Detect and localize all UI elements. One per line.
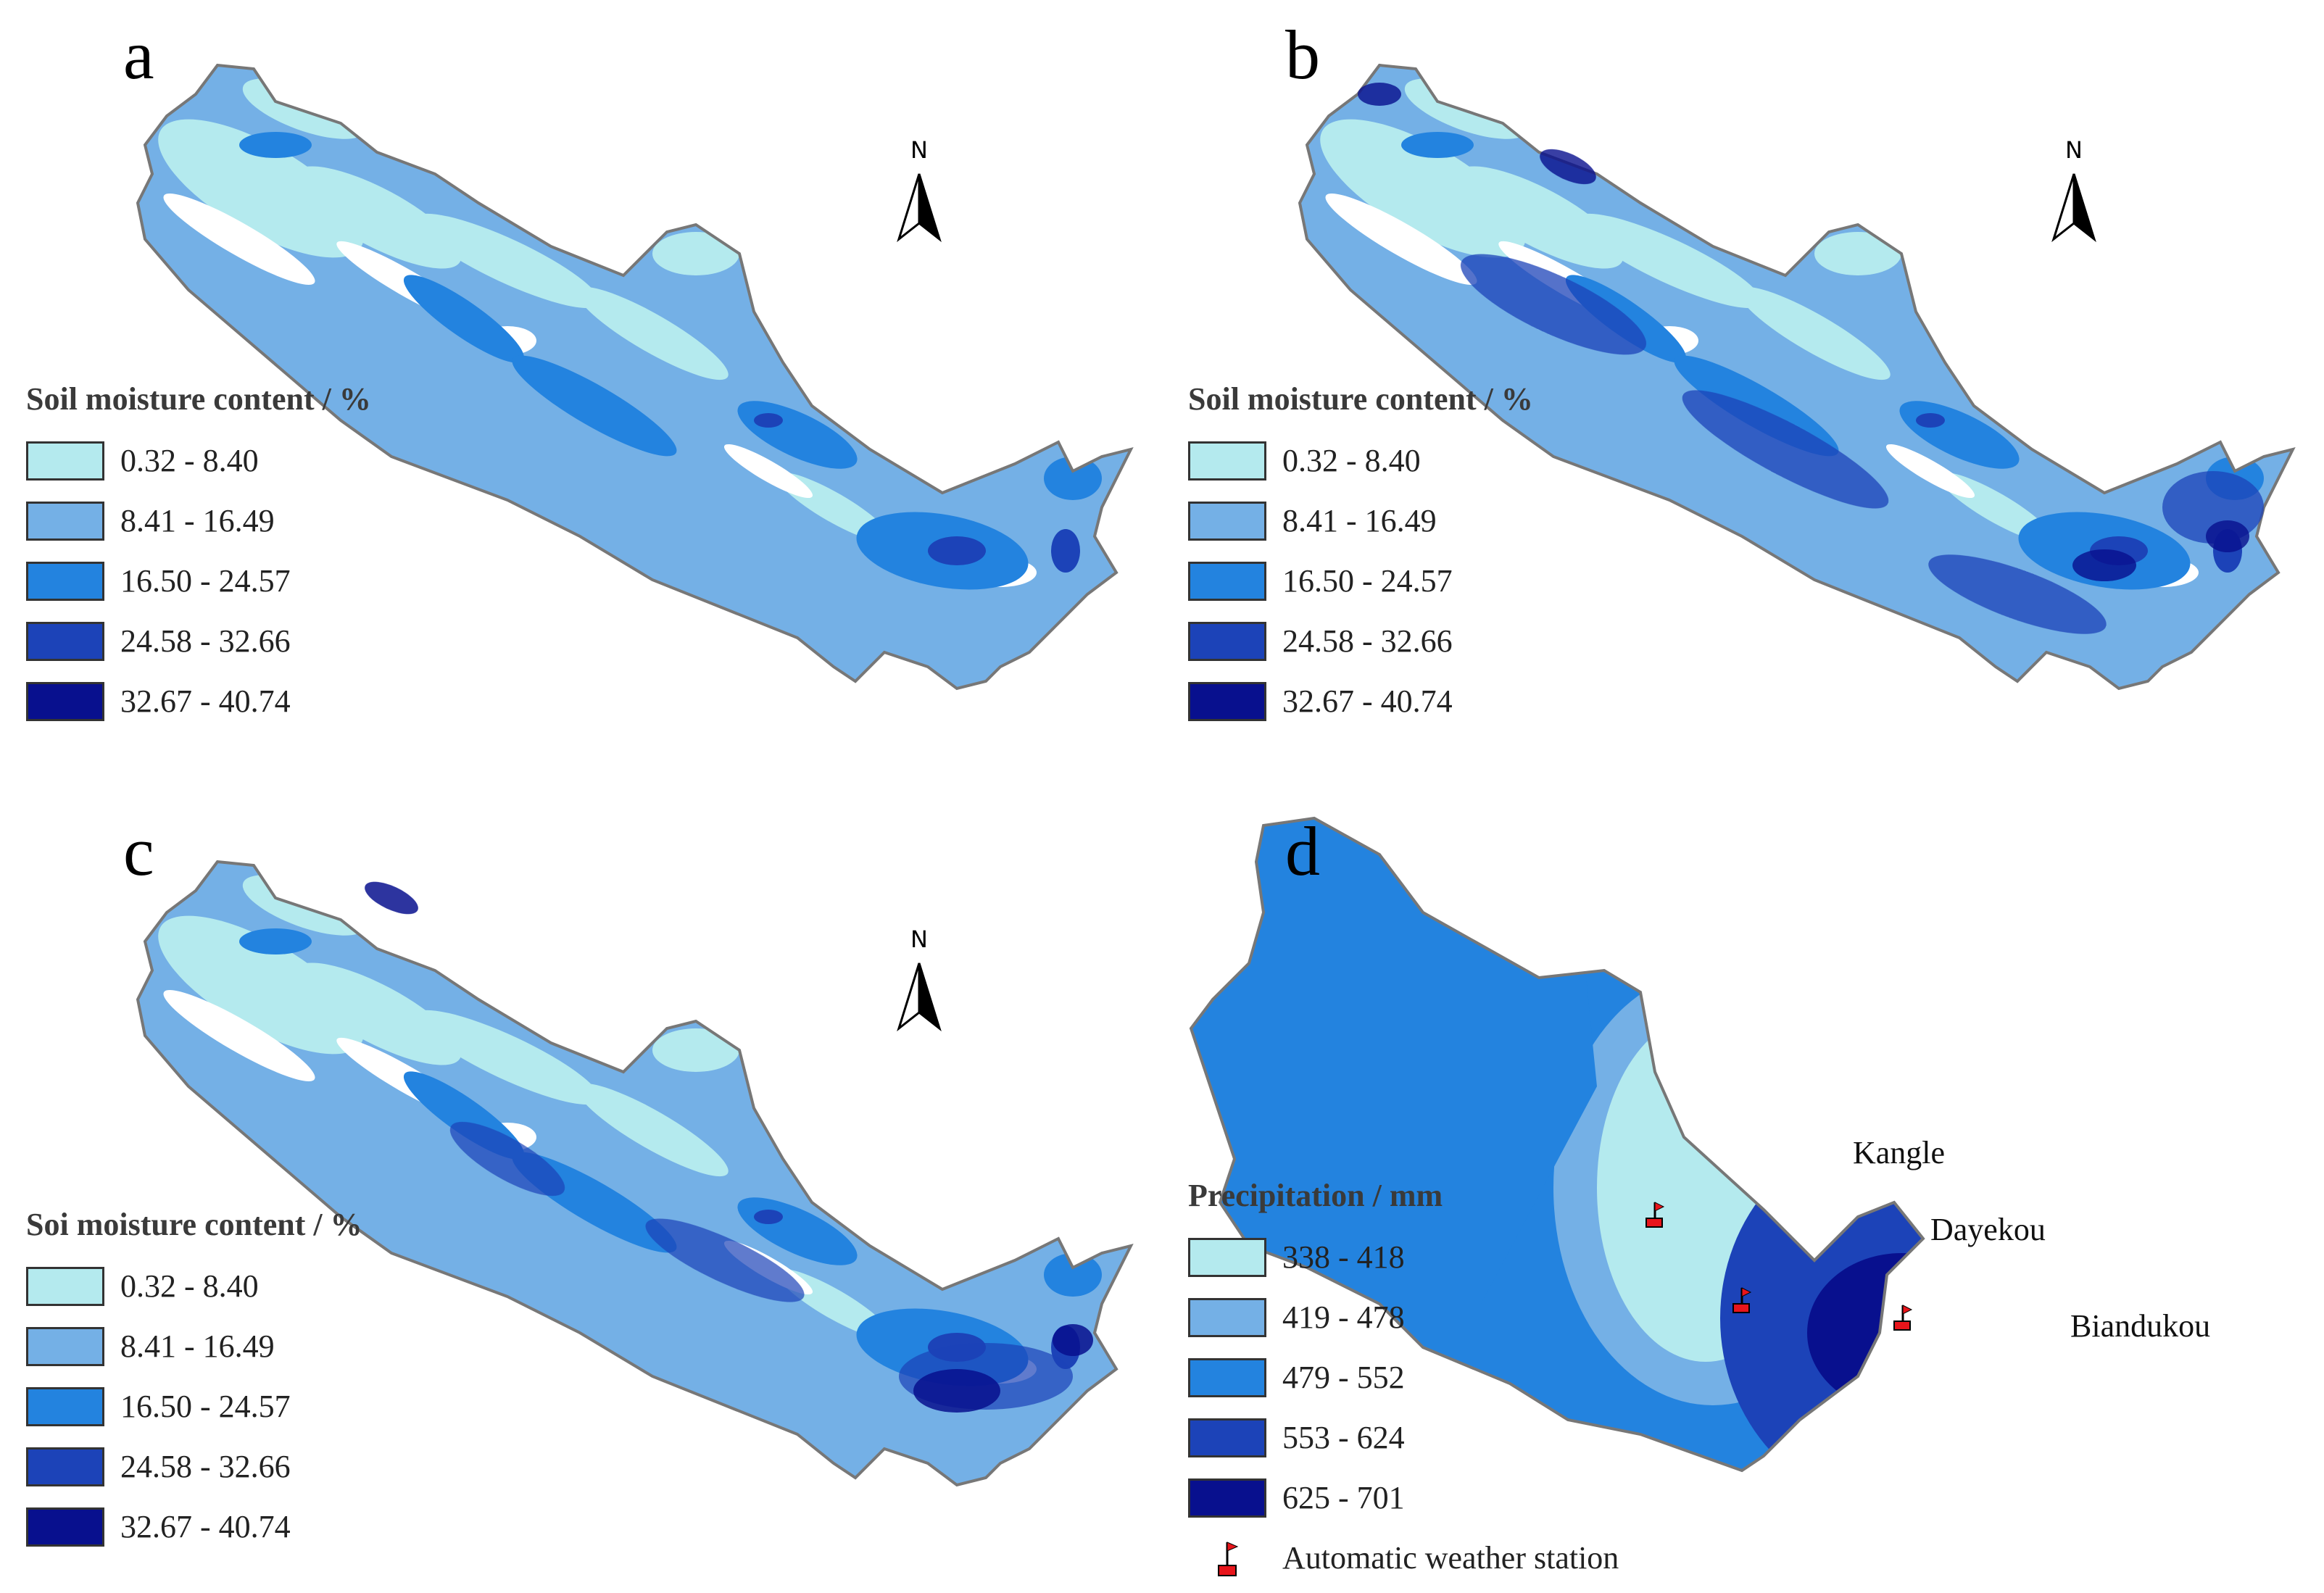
panel-letter: d [1285, 812, 1320, 890]
legend: Soil moisture content / % 0.32 - 8.40 8.… [1188, 380, 1533, 731]
legend-swatch [1188, 1237, 1266, 1277]
legend-item: 0.32 - 8.40 [26, 1256, 362, 1316]
legend-label: 16.50 - 24.57 [120, 563, 291, 599]
legend-swatch [26, 441, 104, 481]
station-label-kangle: Kangle [1853, 1135, 1946, 1170]
panel-c: c N Soi moisture content / % 0.32 - 8.40… [0, 796, 1162, 1593]
legend-title: Soil moisture content / % [26, 381, 371, 417]
legend-item: 24.58 - 32.66 [1188, 611, 1533, 671]
legend-title: Soi moisture content / % [26, 1207, 362, 1242]
legend-swatch [1188, 441, 1266, 481]
legend-label: 8.41 - 16.49 [120, 1328, 275, 1364]
legend-swatch [26, 1266, 104, 1306]
station-label-biandukou: Biandukou [2070, 1308, 2211, 1344]
legend-item: 0.32 - 8.40 [1188, 431, 1533, 491]
legend-label: 16.50 - 24.57 [1282, 563, 1453, 599]
legend-item: 553 - 624 [1188, 1407, 1619, 1468]
panel-b: b N Soil moisture content / % 0.32 - 8.4… [1162, 0, 2324, 796]
legend-item: 24.58 - 32.66 [26, 1436, 362, 1497]
legend-label: 0.32 - 8.40 [120, 1268, 259, 1304]
legend-item: 625 - 701 [1188, 1468, 1619, 1528]
legend-label: 553 - 624 [1282, 1420, 1405, 1455]
legend-item: 24.58 - 32.66 [26, 611, 371, 671]
north-label: N [2065, 138, 2083, 164]
north-arrow: N [890, 926, 948, 1036]
legend-item: 8.41 - 16.49 [1188, 491, 1533, 551]
legend-swatch [1188, 1357, 1266, 1397]
legend-label: 8.41 - 16.49 [120, 503, 275, 538]
legend-label: 479 - 552 [1282, 1360, 1405, 1395]
legend-swatch [26, 1447, 104, 1486]
legend-swatch [26, 621, 104, 661]
legend-swatch [1188, 1297, 1266, 1337]
legend: Soil moisture content / % 0.32 - 8.40 8.… [26, 380, 371, 731]
legend-label: 32.67 - 40.74 [120, 1509, 291, 1544]
legend-label: 32.67 - 40.74 [1282, 683, 1453, 719]
north-arrow: N [2045, 136, 2103, 246]
legend-swatch [1188, 561, 1266, 601]
precipitation-map [1189, 816, 1925, 1473]
legend-item: 32.67 - 40.74 [26, 1497, 362, 1557]
legend-swatch [26, 1386, 104, 1426]
north-label: N [910, 927, 928, 953]
legend-label: 24.58 - 32.66 [120, 1449, 291, 1484]
legend: Precipitation / mm 338 - 418 419 - 478 4… [1188, 1177, 1619, 1588]
legend-swatch [26, 561, 104, 601]
panel-letter: b [1285, 16, 1320, 93]
legend-label: 32.67 - 40.74 [120, 683, 291, 719]
legend-label: 16.50 - 24.57 [120, 1389, 291, 1424]
panel-letter: a [123, 16, 154, 93]
soil-moisture-map-c [0, 796, 1162, 1593]
legend-item: 16.50 - 24.57 [26, 551, 371, 611]
legend-label: 625 - 701 [1282, 1480, 1405, 1515]
legend-item: 32.67 - 40.74 [1188, 671, 1533, 731]
legend-item: 338 - 418 [1188, 1227, 1619, 1287]
legend-label: 0.32 - 8.40 [1282, 443, 1421, 478]
legend-label: 24.58 - 32.66 [1282, 623, 1453, 659]
north-arrow: N [890, 136, 948, 246]
legend-item: 16.50 - 24.57 [1188, 551, 1533, 611]
legend-swatch [26, 1507, 104, 1547]
legend-title: Precipitation / mm [1188, 1178, 1443, 1213]
legend-swatch [1188, 501, 1266, 541]
panel-d: d Kangle Dayekou Biandukou Precipitation… [1162, 796, 2324, 1593]
legend-swatch [1188, 1478, 1266, 1518]
legend-title: Soil moisture content / % [1188, 381, 1533, 417]
legend-swatch [26, 501, 104, 541]
legend-label: 8.41 - 16.49 [1282, 503, 1437, 538]
legend-item: 8.41 - 16.49 [26, 491, 371, 551]
station-markers [1646, 1202, 1913, 1331]
legend-label: 0.32 - 8.40 [120, 443, 259, 478]
station-legend: Automatic weather station [1188, 1528, 1619, 1588]
soil-moisture-map-b [1162, 0, 2324, 796]
station-label-dayekou: Dayekou [1930, 1212, 2046, 1247]
legend-item: 479 - 552 [1188, 1347, 1619, 1407]
north-label: N [910, 138, 928, 164]
legend-swatch [26, 681, 104, 721]
weather-station-icon [1218, 1541, 1239, 1576]
legend-item: 16.50 - 24.57 [26, 1376, 362, 1436]
legend-item: 32.67 - 40.74 [26, 671, 371, 731]
legend-label: 24.58 - 32.66 [120, 623, 291, 659]
station-legend-label: Automatic weather station [1282, 1540, 1619, 1576]
legend-swatch [1188, 681, 1266, 721]
legend-swatch [26, 1326, 104, 1366]
legend: Soi moisture content / % 0.32 - 8.40 8.4… [26, 1206, 362, 1557]
legend-item: 419 - 478 [1188, 1287, 1619, 1347]
panel-a: a N Soil moisture content / % 0.32 - 8.4… [0, 0, 1162, 796]
legend-swatch [1188, 621, 1266, 661]
legend-label: 338 - 418 [1282, 1239, 1405, 1275]
legend-swatch [1188, 1418, 1266, 1457]
legend-item: 0.32 - 8.40 [26, 431, 371, 491]
legend-label: 419 - 478 [1282, 1299, 1405, 1335]
panel-letter: c [123, 812, 154, 890]
legend-item: 8.41 - 16.49 [26, 1316, 362, 1376]
